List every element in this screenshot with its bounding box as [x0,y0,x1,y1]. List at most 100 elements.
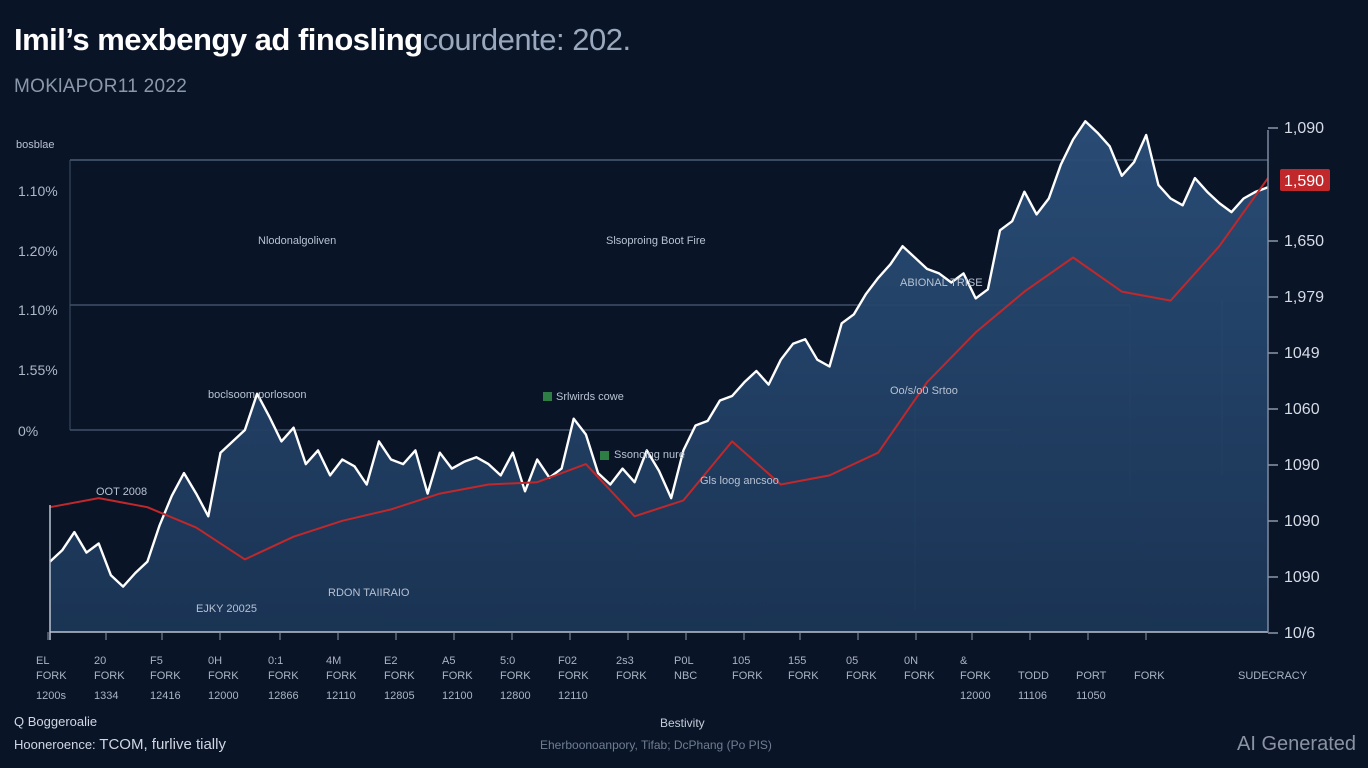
left-tick-label: 1.10% [18,183,58,199]
series-line-1 [49,177,1269,561]
right-highlight-label: 1,590 [1284,173,1324,190]
footer-source-note: Eherboonoanpory, Tifab; DcPhang (Po PIS) [540,738,772,752]
x-tick-label-row1: A5 [442,655,455,667]
x-tick-label-row2: FORK [36,670,67,682]
ai-generated-watermark: AI Generated [1237,733,1356,755]
x-tick-label-row1: 0H [208,655,222,667]
right-tick-label: 1090 [1284,513,1320,530]
footer-note-2: Hooneroence: TCOM, furlive tially [14,736,226,753]
x-tick-label-row2: FORK [788,670,819,682]
x-tick-label-row1: 05 [846,655,858,667]
x-tick-label-row2: FORK [1134,670,1165,682]
x-tick-label-row3: 12000 [208,690,239,702]
x-tick-label-row1: E2 [384,655,397,667]
footer-axis-title: Bestivity [660,716,705,730]
x-tick-label-row2: FORK [384,670,415,682]
x-tick-label-row2: FORK [442,670,473,682]
x-tick-label-row1: 20 [94,655,106,667]
right-tick-label: 1,650 [1284,233,1324,250]
x-tick-label-row2: FORK [94,670,125,682]
annotation-marker [543,392,552,401]
left-tick-label: 1.55% [18,362,58,378]
x-tick-label-row3: 1334 [94,690,118,702]
x-tick-label-row1: EL [36,655,49,667]
annotation-label: Oo/s/o0 Srtoo [890,385,958,397]
series-lines [49,120,1269,588]
left-axis-header: bosblae [16,139,55,151]
x-axis-ticks: EL FORK 1200s 20 FORK 1334 F5 FORK 12416 0H FORK 12… [36,632,1308,702]
x-tick-label-row1: 105 [732,655,750,667]
x-tick-label-row3: 11050 [1076,690,1106,702]
x-tick-label-row3: 12800 [500,690,531,702]
x-tick-label-row2: FORK [208,670,239,682]
chart-subtitle: MOKlAPOR11 2022 [14,76,188,97]
x-tick-label-row3: 12416 [150,690,181,702]
x-tick-label-row1: 155 [788,655,806,667]
x-tick-label-row1: F02 [558,655,577,667]
right-tick-label: 10/6 [1284,625,1315,642]
x-tick-label-row1: 0N [904,655,918,667]
x-tick-label-row1: 0:1 [268,655,283,667]
right-tick-label: 1090 [1284,457,1320,474]
annotation-label: OOT 2008 [96,486,147,498]
x-tick-label-row1: 4M [326,655,341,667]
x-tick-label-row1: P0L [674,655,694,667]
annotation-label: Srlwirds cowe [556,391,624,403]
chart-title-main: Imil’s mex‍bengy ad finosling [14,22,423,57]
x-tick-label-row2: FORK [846,670,877,682]
x-tick-label-row2: FORK [326,670,357,682]
x-tick-label-row3: 11106 [1018,690,1047,702]
x-tick-label-row2: FORK [500,670,531,682]
chart-annotations: Nlodonalgoliven Slsoproing Boot Fire ABION… [96,235,983,615]
annotation-label: Gls loog ancsoo [700,475,779,487]
x-tick-label-row3: 12000 [960,690,991,702]
x-tick-label-row1: 5:0 [500,655,515,667]
left-tick-label: 1.20% [18,243,58,259]
left-tick-label: 1.10% [18,302,58,318]
chart-title: Imil’s mex‍bengy ad finoslingcourdente: … [14,22,631,58]
annotation-label: boclsoom porlosoon [208,389,306,401]
x-tick-label-row2: PORT [1076,670,1107,682]
footer-note-1: Q Boggeroalie [14,714,98,729]
x-tick-label-row3: 1200s [36,690,66,702]
x-tick-label-row2: FORK [150,670,181,682]
x-tick-label-row1: & [960,655,968,667]
x-tick-label-row1: 2s3 [616,655,634,667]
x-tick-label-row3: 12866 [268,690,299,702]
chart-title-tail: courdente: 202. [422,22,631,57]
annotation-label: EJKY 20025 [196,603,257,615]
right-tick-label: 1090 [1284,569,1320,586]
annotation-marker [600,451,609,460]
x-tick-label-row3: 12100 [442,690,473,702]
right-axis-ticks: 1,090 1,650 1,979 1049 1060 1090 1090 1090 10/6 1… [1268,120,1330,642]
right-tick-label: 1,979 [1284,289,1324,306]
right-tick-label: 1,090 [1284,120,1324,137]
right-tick-label: 1049 [1284,345,1320,362]
right-highlight-box [1280,169,1330,191]
x-tick-label-row2: FORK [732,670,763,682]
annotation-label: Nlodonalgoliven [258,235,336,247]
x-tick-label-row2: FORK [960,670,991,682]
x-tick-label-row3: 12110 [558,690,588,702]
left-tick-label: 0% [18,423,38,439]
x-tick-label-row2: FORK [616,670,647,682]
chart-axes [49,130,1269,640]
area-fill [50,121,1268,633]
x-tick-label-row3: 12805 [384,690,415,702]
x-axis-end-label: SUDECRACY [1238,670,1308,682]
x-tick-label-row1: F5 [150,655,163,667]
x-tick-label-row2: FORK [558,670,589,682]
right-tick-label: 1060 [1284,401,1320,418]
annotation-label: Slsoproing Boot Fire [606,235,706,247]
x-tick-label-row2: FORK [904,670,935,682]
x-tick-label-row2: TODD [1018,670,1049,682]
left-axis-ticks: bosblae 1.10% 1.20% 1.10% 1.55% 0% [16,139,58,439]
x-tick-label-row2: FORK [268,670,299,682]
annotation-label: ABIONAL TRISE [900,277,983,289]
annotation-label: Ssonoing nure [614,449,685,461]
series-line-0 [49,120,1269,588]
x-tick-label-row3: 12110 [326,690,356,702]
x-tick-label-row2: NBC [674,670,697,682]
annotation-label: RDON TAIIRAIO [328,587,410,599]
